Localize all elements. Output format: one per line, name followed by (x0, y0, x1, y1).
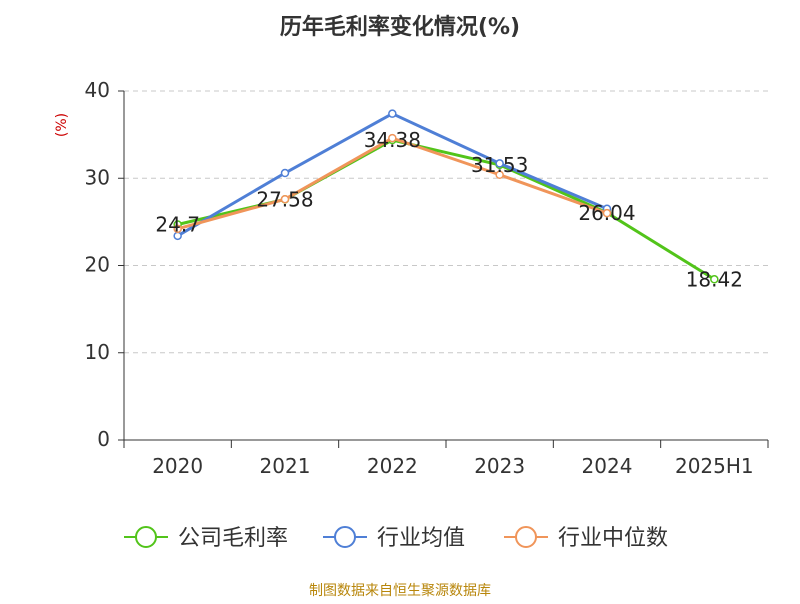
data-point (388, 133, 397, 143)
chart-title: 历年毛利率变化情况(%) (280, 14, 520, 40)
legend-marker (135, 526, 157, 548)
axes: 0 10 20 30 40 2020 2021 2022 2023 2024 2025H1 (85, 78, 769, 478)
data-point (495, 170, 504, 180)
y-tick-label: 10 (85, 340, 110, 364)
grid-lines (124, 90, 768, 354)
data-label: 34.38 (364, 128, 421, 152)
x-tick-label: 2020 (152, 454, 203, 478)
data-point (173, 224, 182, 234)
x-tick-label: 2025H1 (675, 454, 754, 478)
data-point (495, 159, 504, 168)
y-tick-label: 30 (85, 165, 110, 189)
data-labels: 24.7 27.58 34.38 31.53 26.04 18.42 (155, 128, 743, 291)
data-label: 26.04 (578, 201, 635, 225)
legend-marker (334, 526, 356, 548)
source-note: 制图数据来自恒生聚源数据库 (309, 583, 491, 599)
x-tick-label: 2021 (260, 454, 311, 478)
x-tick-label: 2022 (367, 454, 418, 478)
data-point (602, 208, 612, 218)
y-axis-label: (%) (54, 113, 70, 137)
data-point (280, 194, 290, 204)
x-tick-label: 2024 (582, 454, 633, 478)
data-label: 24.7 (155, 212, 200, 236)
legend: 公司毛利率 行业均值 行业中位数 (124, 526, 668, 551)
data-point (388, 109, 397, 118)
data-point (280, 168, 290, 178)
data-label: 18.42 (686, 267, 743, 291)
data-label: 27.58 (256, 187, 313, 211)
data-label: 31.53 (471, 153, 528, 177)
x-tick-label: 2023 (474, 454, 525, 478)
data-point (710, 275, 719, 284)
y-tick-label: 20 (85, 253, 110, 277)
series (173, 109, 719, 284)
legend-label: 公司毛利率 (178, 526, 288, 551)
y-tick-label: 40 (85, 78, 110, 102)
y-tick-label: 0 (97, 427, 110, 451)
legend-label: 行业均值 (377, 526, 465, 551)
legend-label: 行业中位数 (558, 526, 668, 551)
legend-marker (515, 526, 537, 548)
